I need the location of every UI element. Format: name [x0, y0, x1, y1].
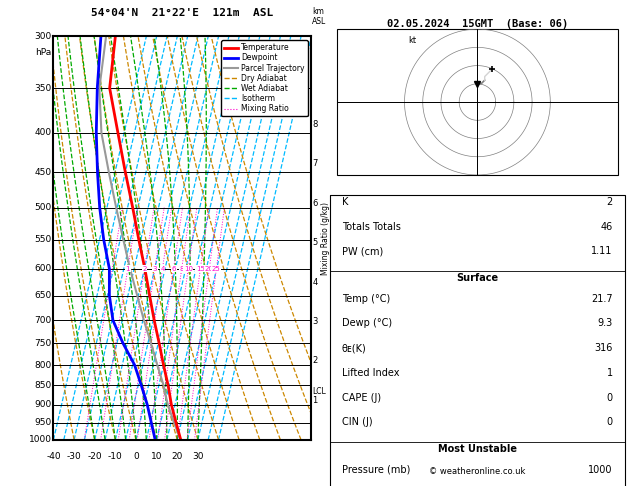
Text: 1: 1: [313, 396, 318, 405]
Text: 0: 0: [607, 417, 613, 427]
Text: Totals Totals: Totals Totals: [342, 222, 401, 231]
Text: 316: 316: [594, 343, 613, 353]
Text: 850: 850: [35, 381, 52, 390]
Text: PW (cm): PW (cm): [342, 246, 383, 256]
Bar: [337, 29, 618, 175]
Text: 400: 400: [35, 128, 52, 138]
Text: 1.11: 1.11: [591, 246, 613, 256]
Text: 15: 15: [196, 266, 205, 272]
Text: 2: 2: [313, 357, 318, 365]
Text: 500: 500: [35, 203, 52, 212]
Text: 30: 30: [192, 451, 204, 461]
Text: 300: 300: [35, 32, 52, 41]
Text: -30: -30: [67, 451, 82, 461]
Text: 10: 10: [151, 451, 162, 461]
Text: 3: 3: [313, 317, 318, 326]
Text: 5: 5: [313, 238, 318, 247]
Text: 1000: 1000: [588, 465, 613, 475]
Text: LCL: LCL: [313, 387, 326, 396]
Text: 450: 450: [35, 168, 52, 177]
Text: kt: kt: [408, 36, 416, 46]
Text: 800: 800: [35, 361, 52, 369]
Text: 3: 3: [153, 266, 157, 272]
Text: 2: 2: [142, 266, 147, 272]
Text: hPa: hPa: [36, 48, 52, 56]
Text: θᴇ(K): θᴇ(K): [342, 343, 367, 353]
Legend: Temperature, Dewpoint, Parcel Trajectory, Dry Adiabat, Wet Adiabat, Isotherm, Mi: Temperature, Dewpoint, Parcel Trajectory…: [221, 40, 308, 116]
Text: Surface: Surface: [457, 273, 498, 282]
Text: Most Unstable: Most Unstable: [438, 444, 517, 453]
Text: 02.05.2024  15GMT  (Base: 06): 02.05.2024 15GMT (Base: 06): [387, 19, 568, 29]
Text: 6: 6: [171, 266, 176, 272]
Text: -10: -10: [108, 451, 123, 461]
Text: Pressure (mb): Pressure (mb): [342, 465, 410, 475]
Text: 900: 900: [35, 400, 52, 409]
Text: 6: 6: [313, 199, 318, 208]
Text: -20: -20: [87, 451, 102, 461]
Text: 4: 4: [313, 278, 318, 287]
Text: 9.3: 9.3: [598, 318, 613, 329]
Text: -40: -40: [46, 451, 61, 461]
Text: 0: 0: [133, 451, 139, 461]
Text: CAPE (J): CAPE (J): [342, 393, 381, 402]
Text: 8: 8: [179, 266, 184, 272]
Text: 350: 350: [35, 84, 52, 93]
Text: 54°04'N  21°22'E  121m  ASL: 54°04'N 21°22'E 121m ASL: [91, 8, 274, 18]
Text: 1: 1: [607, 368, 613, 378]
Text: 25: 25: [212, 266, 221, 272]
Text: Dewp (°C): Dewp (°C): [342, 318, 392, 329]
Text: 46: 46: [601, 222, 613, 231]
Text: 0: 0: [607, 393, 613, 402]
Text: km
ASL: km ASL: [313, 7, 326, 26]
Text: 1000: 1000: [29, 435, 52, 444]
Text: 8: 8: [313, 120, 318, 129]
Text: © weatheronline.co.uk: © weatheronline.co.uk: [429, 468, 526, 476]
Text: 4: 4: [160, 266, 165, 272]
Text: 650: 650: [35, 291, 52, 300]
Text: 1: 1: [126, 266, 130, 272]
Text: K: K: [342, 197, 348, 207]
Text: 20: 20: [205, 266, 214, 272]
Text: 750: 750: [35, 339, 52, 348]
Text: 550: 550: [35, 235, 52, 244]
Text: 7: 7: [313, 159, 318, 169]
Text: 700: 700: [35, 316, 52, 325]
Text: Temp (°C): Temp (°C): [342, 294, 390, 304]
Text: 600: 600: [35, 264, 52, 273]
Text: 20: 20: [172, 451, 183, 461]
Text: Lifted Index: Lifted Index: [342, 368, 399, 378]
Text: 10: 10: [184, 266, 192, 272]
Text: 2: 2: [606, 197, 613, 207]
Text: Mixing Ratio (g/kg): Mixing Ratio (g/kg): [321, 202, 330, 275]
Text: 950: 950: [35, 418, 52, 427]
Text: 21.7: 21.7: [591, 294, 613, 304]
Text: CIN (J): CIN (J): [342, 417, 372, 427]
